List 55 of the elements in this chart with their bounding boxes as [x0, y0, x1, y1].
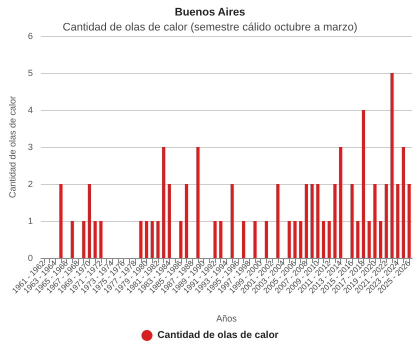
bar — [99, 221, 102, 258]
bar — [276, 184, 280, 258]
y-tick-label: 4 — [28, 105, 33, 115]
bar — [328, 221, 331, 258]
bar — [196, 147, 200, 258]
y-tick-label: 6 — [28, 31, 33, 41]
y-tick-label: 1 — [28, 216, 33, 226]
bar — [213, 221, 217, 258]
bar — [322, 221, 326, 258]
bar — [264, 221, 268, 258]
bar — [156, 221, 160, 258]
bar — [396, 184, 400, 258]
y-tick-label: 5 — [28, 68, 33, 78]
bar — [242, 221, 246, 258]
bar — [162, 147, 166, 258]
bar — [379, 221, 382, 258]
bar — [184, 184, 188, 258]
bar — [384, 184, 388, 258]
bar — [402, 147, 406, 258]
y-tick-label: 0 — [28, 253, 33, 263]
bar — [310, 184, 314, 258]
bar — [350, 184, 354, 258]
chart-title: Buenos Aires — [174, 6, 246, 18]
bar — [94, 221, 97, 258]
bar — [288, 221, 291, 258]
bar — [70, 221, 74, 258]
bar — [139, 221, 142, 258]
bar — [293, 221, 297, 258]
bar — [59, 184, 62, 258]
chart-subtitle: Cantidad de olas de calor (semestre cálido octubre a marzo) — [62, 22, 358, 34]
y-axis-title: Cantidad de olas de calor — [8, 96, 18, 198]
bar — [356, 221, 360, 258]
bar — [144, 221, 148, 258]
bar — [150, 221, 154, 258]
y-tick-label: 3 — [28, 142, 33, 152]
bar — [299, 221, 302, 258]
bar — [368, 221, 371, 258]
bar — [339, 147, 342, 258]
bar — [362, 110, 366, 258]
bar — [253, 221, 257, 258]
bar — [82, 221, 86, 258]
legend-label: Cantidad de olas de calor — [157, 330, 279, 341]
bar — [179, 221, 182, 258]
bar — [373, 184, 376, 258]
bar — [408, 184, 411, 258]
bar — [88, 184, 92, 258]
y-tick-label: 2 — [28, 179, 33, 189]
bar — [333, 184, 337, 258]
bar — [219, 221, 222, 258]
bar — [316, 184, 320, 258]
x-axis-title: Años — [216, 314, 238, 324]
bar — [230, 184, 234, 258]
bar — [304, 184, 308, 258]
bar — [168, 184, 171, 258]
bar — [390, 73, 394, 258]
